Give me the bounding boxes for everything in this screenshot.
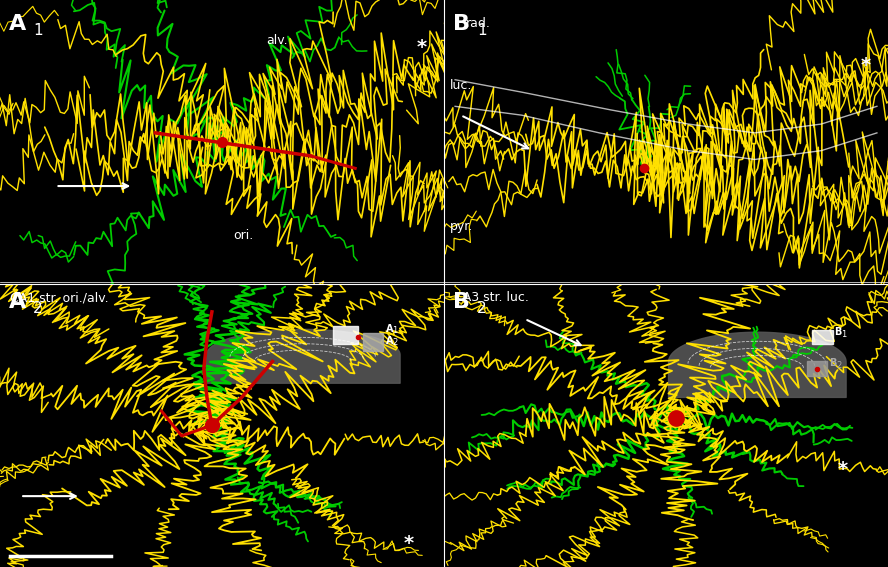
Text: A: A bbox=[385, 324, 393, 334]
Text: ori.: ori. bbox=[233, 229, 253, 242]
Text: 2: 2 bbox=[392, 338, 398, 347]
Text: *: * bbox=[837, 460, 848, 479]
Text: B: B bbox=[829, 358, 836, 369]
Text: 2: 2 bbox=[836, 361, 842, 370]
Text: *: * bbox=[416, 38, 426, 57]
Text: 1: 1 bbox=[478, 23, 487, 37]
Text: 1: 1 bbox=[842, 329, 847, 338]
Text: CA3 str. luc.: CA3 str. luc. bbox=[454, 291, 529, 304]
Text: *: * bbox=[860, 56, 870, 75]
Text: 1: 1 bbox=[392, 326, 398, 335]
Polygon shape bbox=[807, 362, 828, 375]
Text: pyr.: pyr. bbox=[449, 221, 472, 234]
Text: B: B bbox=[453, 14, 470, 34]
Text: alv.: alv. bbox=[266, 34, 288, 47]
Polygon shape bbox=[813, 329, 832, 344]
Text: *: * bbox=[404, 534, 414, 553]
Text: CA1 str. ori./alv.: CA1 str. ori./alv. bbox=[10, 291, 108, 304]
Text: B: B bbox=[835, 327, 842, 337]
Polygon shape bbox=[363, 333, 384, 351]
Text: A: A bbox=[9, 292, 26, 312]
Text: B: B bbox=[453, 292, 470, 312]
Text: 2: 2 bbox=[478, 301, 487, 315]
Text: 1: 1 bbox=[34, 23, 43, 37]
Text: rad.: rad. bbox=[466, 16, 491, 29]
Text: luc.: luc. bbox=[449, 79, 472, 92]
Text: 2: 2 bbox=[34, 301, 43, 315]
Polygon shape bbox=[333, 326, 358, 344]
Text: A: A bbox=[385, 336, 393, 346]
Text: A: A bbox=[9, 14, 26, 34]
